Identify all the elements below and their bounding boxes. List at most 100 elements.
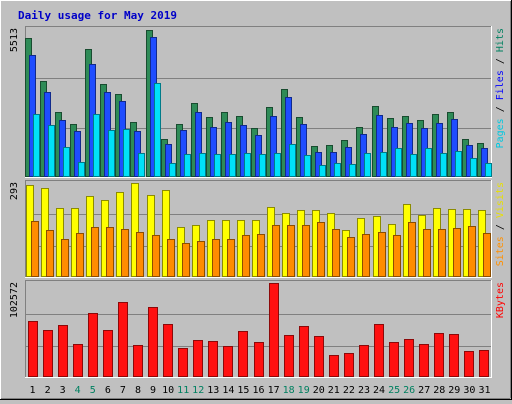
panel-max-label: 102572 — [9, 282, 20, 318]
bar-kbytes-day-29 — [449, 334, 459, 377]
series-label-part: / — [495, 52, 506, 70]
bar-pages-day-7 — [123, 129, 130, 177]
bar-kbytes-day-4 — [73, 344, 83, 377]
bar-files-day-14 — [225, 122, 232, 177]
bar-pages-day-26 — [410, 154, 417, 177]
day-label-19: 19 — [298, 385, 310, 396]
bar-kbytes-day-3 — [58, 325, 68, 377]
bar-files-day-10 — [165, 144, 172, 177]
bar-kbytes-day-16 — [254, 342, 264, 377]
bar-pages-day-14 — [229, 154, 236, 177]
x-axis-day-labels: 1 2 3 4 5 6 7 8 9 10 11 12 13 14 15 16 17 18 19 20 21 22 23 24 2… — [29, 385, 490, 396]
series-label-part: KBytes — [495, 282, 506, 318]
day-label-22: 22 — [343, 385, 355, 396]
day-label-20: 20 — [313, 385, 325, 396]
bar-sites-day-22 — [347, 237, 355, 277]
bar-sites-day-30 — [468, 226, 476, 277]
day-label-31: 31 — [478, 385, 490, 396]
bar-files-day-24 — [376, 115, 383, 177]
day-label-7: 7 — [120, 385, 126, 396]
bar-kbytes-day-6 — [103, 330, 113, 377]
bar-sites-day-11 — [182, 243, 190, 277]
day-label-21: 21 — [328, 385, 340, 396]
bar-pages-day-22 — [349, 164, 356, 177]
bar-pages-day-31 — [485, 163, 492, 177]
chart-panels: 5513 Pages / Files / Hits 293 Sites / Visit… — [9, 26, 506, 378]
bars — [28, 283, 489, 377]
bar-pages-day-11 — [184, 154, 191, 177]
bar-sites-day-7 — [121, 229, 129, 277]
bar-pages-day-21 — [334, 163, 341, 177]
series-label-part: Hits — [495, 28, 506, 52]
panel-series-label: Pages / Files / Hits — [495, 28, 506, 148]
day-label-6: 6 — [105, 385, 111, 396]
bar-sites-day-8 — [136, 232, 144, 277]
bar-pages-day-10 — [169, 163, 176, 177]
bar-sites-day-6 — [106, 227, 114, 277]
bar-sites-day-18 — [287, 225, 295, 277]
bar-sites-day-29 — [453, 228, 461, 277]
bar-sites-day-21 — [332, 229, 340, 277]
day-label-17: 17 — [268, 385, 280, 396]
day-label-13: 13 — [207, 385, 219, 396]
bar-pages-day-19 — [304, 155, 311, 177]
bar-files-day-22 — [345, 147, 352, 177]
bar-files-day-12 — [195, 112, 202, 177]
bar-pages-day-12 — [199, 153, 206, 177]
bar-pages-day-25 — [395, 148, 402, 177]
bar-pages-day-17 — [274, 153, 281, 177]
bar-pages-day-5 — [93, 114, 100, 177]
bar-kbytes-day-12 — [193, 340, 203, 377]
day-label-16: 16 — [252, 385, 264, 396]
bar-sites-day-12 — [197, 241, 205, 277]
bar-kbytes-day-5 — [88, 313, 98, 377]
bar-files-day-28 — [436, 123, 443, 177]
bar-kbytes-day-11 — [178, 348, 188, 377]
bar-sites-day-15 — [242, 235, 250, 277]
bar-kbytes-day-25 — [389, 342, 399, 377]
bar-kbytes-day-13 — [208, 341, 218, 377]
day-label-1: 1 — [29, 385, 35, 396]
bar-files-day-4 — [74, 131, 81, 177]
bar-kbytes-day-31 — [479, 350, 489, 377]
day-label-9: 9 — [150, 385, 156, 396]
bar-pages-day-29 — [455, 151, 462, 177]
bar-files-day-19 — [300, 124, 307, 177]
series-label-part: Sites — [495, 236, 506, 266]
bar-sites-day-25 — [393, 235, 401, 277]
bar-files-day-31 — [481, 148, 488, 177]
bar-files-day-20 — [315, 152, 322, 177]
bar-sites-day-2 — [46, 230, 54, 277]
bar-sites-day-10 — [167, 239, 175, 277]
bar-files-day-11 — [180, 130, 187, 177]
panel-series-label: Sites / Visits — [495, 182, 506, 266]
bar-kbytes-day-18 — [284, 335, 294, 377]
bar-kbytes-day-7 — [118, 302, 128, 377]
bar-pages-day-16 — [259, 154, 266, 177]
bar-sites-day-28 — [438, 229, 446, 277]
day-label-15: 15 — [237, 385, 249, 396]
bar-kbytes-day-20 — [314, 336, 324, 377]
bar-pages-day-8 — [138, 153, 145, 177]
bar-sites-day-14 — [227, 239, 235, 277]
day-label-27: 27 — [418, 385, 430, 396]
panel-max-label: 5513 — [9, 28, 20, 52]
series-label-part: / — [495, 218, 506, 236]
bar-visits-day-10 — [162, 190, 170, 277]
bar-sites-day-4 — [76, 233, 84, 277]
bar-kbytes-day-21 — [329, 355, 339, 377]
bar-kbytes-day-1 — [28, 321, 38, 377]
series-label-part: Pages — [495, 118, 506, 148]
bar-kbytes-day-30 — [464, 351, 474, 377]
bar-pages-day-15 — [244, 153, 251, 177]
bar-pages-day-28 — [440, 153, 447, 177]
day-label-11: 11 — [177, 385, 189, 396]
panel-max-label: 293 — [9, 182, 20, 200]
bar-pages-day-24 — [380, 152, 387, 177]
bar-pages-day-20 — [319, 165, 326, 177]
bar-sites-day-5 — [91, 227, 99, 277]
bars — [25, 30, 492, 177]
bar-pages-day-3 — [63, 147, 70, 177]
